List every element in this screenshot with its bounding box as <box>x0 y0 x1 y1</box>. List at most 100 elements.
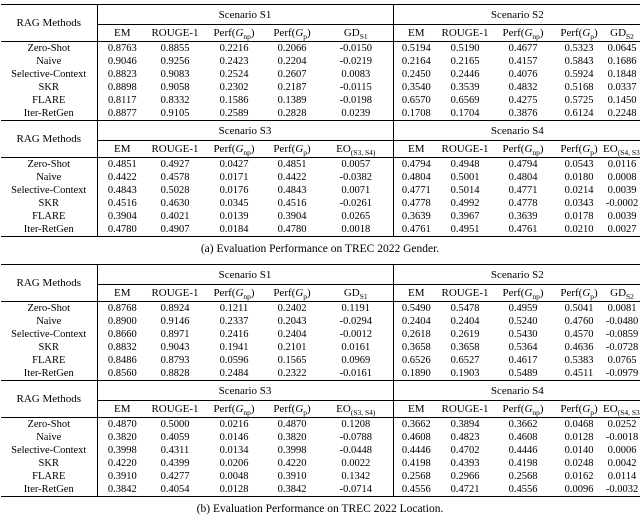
metric-value: 0.0180 <box>564 172 594 183</box>
table-row: FLARE 0.8486 0.8793 0.0596 0.1565 0.0969 0.652… <box>1 354 640 367</box>
metric-value: 0.5725 <box>564 95 594 106</box>
metric-value: 0.2404 <box>401 316 431 327</box>
table-a-caption: (a) Evaluation Performance on TREC 2022 … <box>200 243 440 255</box>
metric-value: 0.2402 <box>277 303 307 314</box>
metric-value: 0.1342 <box>319 470 394 483</box>
metric-value: 0.1890 <box>401 368 431 379</box>
column-header-row: EM ROUGE-1 Perf(Gnp) Perf(Gp) GDS1 EM ROUGE-1 P… <box>1 24 640 42</box>
method-name: Selective-Context <box>1 184 98 197</box>
metric-value: 0.1389 <box>277 95 307 106</box>
column-header: ROUGE-1 <box>147 284 203 302</box>
metric-value: 0.1211 <box>219 303 249 314</box>
table-row: Naive 0.8900 0.9146 0.2337 0.2043 -0.0294 0.24… <box>1 315 640 328</box>
metric-value: -0.0002 <box>605 198 639 209</box>
metric-value: 0.4630 <box>160 198 190 209</box>
metric-value: 0.4198 <box>401 458 431 469</box>
metric-value: 0.4578 <box>160 172 190 183</box>
metric-value: 0.6569 <box>450 95 480 106</box>
scenario-title: Scenario S2 <box>393 264 640 285</box>
metric-value: 0.4778 <box>401 198 431 209</box>
table-row: Zero-Shot 0.4851 0.4927 0.0427 0.4851 0.0057 0… <box>1 157 640 171</box>
method-name: Iter-RetGen <box>1 107 98 121</box>
column-header: EO(S4, S3) <box>603 140 640 158</box>
metric-value: 0.0039 <box>607 185 637 196</box>
metric-value: 0.0083 <box>319 68 394 81</box>
metric-value: 0.4702 <box>450 445 480 456</box>
column-header: ROUGE-1 <box>147 400 203 418</box>
metric-value: 0.2568 <box>508 471 538 482</box>
table-row: Naive 0.3820 0.4059 0.0146 0.3820 -0.0788 0.46… <box>1 431 640 444</box>
metric-value: 0.8486 <box>107 355 137 366</box>
metric-value: 0.1704 <box>450 108 480 119</box>
column-header: EM <box>97 24 147 42</box>
metric-value: 0.8898 <box>107 82 137 93</box>
metric-value: 0.2404 <box>277 329 307 340</box>
column-header: EM <box>97 400 147 418</box>
column-header: Perf(Gnp) <box>491 24 556 42</box>
metric-value: 0.0114 <box>607 471 637 482</box>
column-header: GDS2 <box>603 284 640 302</box>
metric-value: 0.0048 <box>219 471 249 482</box>
metric-value: -0.0150 <box>319 41 394 55</box>
column-header: Perf(Gp) <box>555 24 604 42</box>
metric-value: 0.0765 <box>607 355 637 366</box>
metric-value: 0.3904 <box>277 211 307 222</box>
metric-value: 0.0969 <box>319 354 394 367</box>
metric-value: 0.4393 <box>450 458 480 469</box>
metric-value: -0.0859 <box>605 329 639 340</box>
metric-value: 0.4870 <box>107 419 137 430</box>
column-header: Perf(Gp) <box>265 140 319 158</box>
metric-value: 0.4021 <box>160 211 190 222</box>
scenario-title: Scenario S1 <box>97 264 394 285</box>
column-header: Perf(Gnp) <box>491 284 556 302</box>
metric-value: 0.1208 <box>319 417 394 431</box>
method-name: Selective-Context <box>1 68 98 81</box>
metric-value: 0.4277 <box>160 471 190 482</box>
column-header: Perf(Gnp) <box>203 24 265 42</box>
metric-value: -0.0294 <box>319 315 394 328</box>
method-name: FLARE <box>1 470 98 483</box>
metric-value: 0.4608 <box>401 432 431 443</box>
method-name: Naive <box>1 171 98 184</box>
metric-value: 0.1941 <box>219 342 249 353</box>
metric-value: 0.3540 <box>401 82 431 93</box>
metric-value: 0.6526 <box>401 355 431 366</box>
column-header: EM <box>393 284 440 302</box>
column-header: Perf(Gp) <box>265 400 319 418</box>
metric-value: 0.2187 <box>277 82 307 93</box>
metric-value: 0.0214 <box>564 185 594 196</box>
metric-value: 0.5000 <box>160 419 190 430</box>
column-header: GDS2 <box>603 24 640 42</box>
metric-value: 0.3842 <box>107 484 137 495</box>
metric-value: 0.0128 <box>564 432 594 443</box>
metric-value: 0.5364 <box>508 342 538 353</box>
header-band-row: RAG Methods Scenario S3 Scenario S4 <box>1 380 640 418</box>
metric-value: 0.3998 <box>277 445 307 456</box>
metric-value: 0.4761 <box>508 224 538 235</box>
column-header: ROUGE-1 <box>439 24 492 42</box>
metric-value: 0.0139 <box>219 211 249 222</box>
column-header: EM <box>97 284 147 302</box>
metric-value: 0.4951 <box>450 224 480 235</box>
metric-value: 0.5041 <box>564 303 594 314</box>
metric-value: 0.4570 <box>564 329 594 340</box>
column-header: EM <box>393 140 440 158</box>
metric-value: 0.4220 <box>107 458 137 469</box>
metric-value: 0.0171 <box>219 172 249 183</box>
metric-value: 0.3820 <box>277 432 307 443</box>
metric-value: 0.8332 <box>160 95 190 106</box>
metric-value: 0.1565 <box>277 355 307 366</box>
metric-value: 0.4446 <box>401 445 431 456</box>
metric-value: 0.4516 <box>277 198 307 209</box>
column-header: EO(S3, S4) <box>319 400 394 418</box>
table-row: SKR 0.8898 0.9058 0.2302 0.2187 -0.0115 0.3540… <box>1 81 640 94</box>
scenario-title: Scenario S4 <box>393 380 640 401</box>
metric-value: 0.0146 <box>219 432 249 443</box>
metric-value: 0.6527 <box>450 355 480 366</box>
metric-value: -0.0480 <box>605 316 639 327</box>
column-header: GDS1 <box>319 284 394 302</box>
metric-value: 0.0206 <box>219 458 249 469</box>
metric-value: 0.3876 <box>508 108 538 119</box>
method-name: SKR <box>1 81 98 94</box>
